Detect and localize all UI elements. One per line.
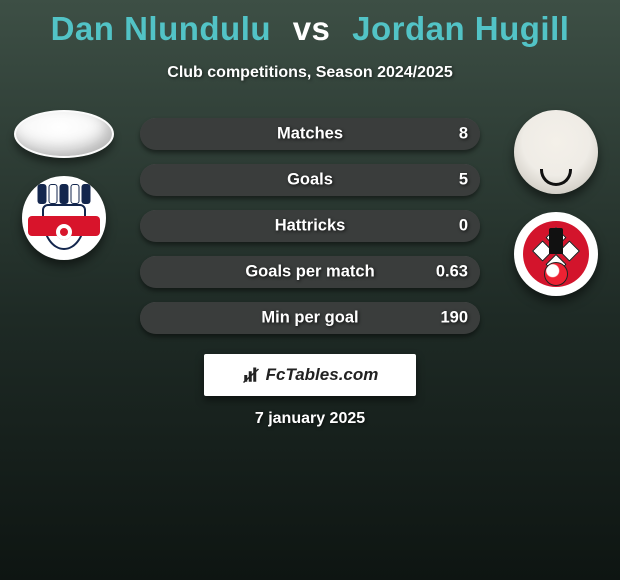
page-title: Dan Nlundulu vs Jordan Hugill xyxy=(0,0,620,48)
player1-column xyxy=(14,110,114,260)
rotherham-united-badge xyxy=(514,212,598,296)
brand-text: FcTables.com xyxy=(266,365,379,385)
stat-fill-p2 xyxy=(140,256,480,288)
stat-fill-p2 xyxy=(140,302,480,334)
player2-column xyxy=(506,110,606,296)
title-player1: Dan Nlundulu xyxy=(51,10,271,47)
brand-box: FcTables.com xyxy=(204,354,416,396)
bolton-wanderers-badge xyxy=(22,176,106,260)
bar-chart-icon xyxy=(242,366,260,384)
stats-list: Matches8 Goals5 Hattricks0 Goals per match0… xyxy=(140,118,480,334)
stat-fill-p2 xyxy=(140,164,480,196)
player2-avatar xyxy=(514,110,598,194)
title-player2: Jordan Hugill xyxy=(352,10,569,47)
subtitle: Club competitions, Season 2024/2025 xyxy=(0,64,620,82)
infographic: Dan Nlundulu vs Jordan Hugill Club compe… xyxy=(0,0,620,580)
date: 7 january 2025 xyxy=(255,410,365,428)
stat-row: Hattricks0 xyxy=(140,210,480,242)
stat-row: Goals5 xyxy=(140,164,480,196)
stat-row: Matches8 xyxy=(140,118,480,150)
stat-row: Goals per match0.63 xyxy=(140,256,480,288)
stat-row: Min per goal190 xyxy=(140,302,480,334)
stat-fill-p2 xyxy=(140,210,480,242)
player1-avatar xyxy=(14,110,114,158)
title-vs: vs xyxy=(293,10,331,47)
stat-fill-p2 xyxy=(140,118,480,150)
